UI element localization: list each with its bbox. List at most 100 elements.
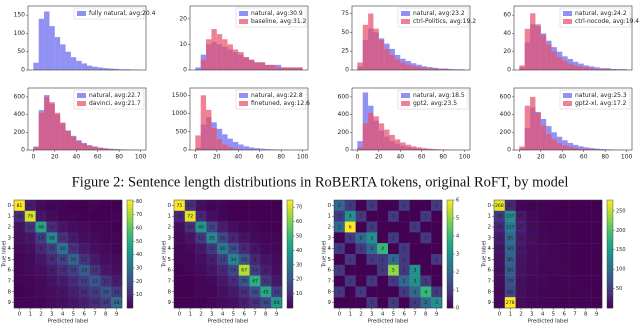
y-tick-label: 6 <box>168 268 172 274</box>
cell-value: 20 <box>496 235 502 241</box>
y-tick-label: 200 <box>500 129 512 136</box>
cell-value: 1 <box>221 203 224 209</box>
y-tick-label: 400 <box>500 111 512 118</box>
y-tick-label: 6 <box>8 268 12 274</box>
heatmap-cell <box>206 286 218 298</box>
colorbar-tick-label: 150 <box>616 247 626 253</box>
heatmap-cell <box>228 264 239 276</box>
cell-value: 0 <box>275 214 278 220</box>
heatmap-cell <box>494 221 505 233</box>
y-tick-label: 600 <box>14 93 26 100</box>
x-tick-label: 40 <box>234 154 242 161</box>
cell-value: 8 <box>530 257 533 263</box>
hist-bar <box>615 69 622 70</box>
cell-value: 3 <box>552 268 555 274</box>
heatmap-cell <box>174 243 185 255</box>
y-tick-label: 2 <box>488 225 492 231</box>
colorbar-segment <box>447 282 453 287</box>
hist-bar <box>70 136 77 150</box>
cell-value: 80 <box>507 268 513 274</box>
colorbar-segment <box>447 293 453 298</box>
hist-bar <box>259 62 266 70</box>
cell-value: 12 <box>198 235 204 241</box>
heatmap-cell <box>195 254 207 265</box>
y-tick-label: 0 <box>328 203 332 209</box>
heatmap-cell <box>184 254 196 265</box>
legend-swatch <box>401 93 410 98</box>
hist-bar <box>38 112 45 150</box>
hist-bar <box>394 59 401 70</box>
heatmap-cell <box>78 286 90 298</box>
heatmap-cell <box>228 221 239 233</box>
heatmap-cell <box>260 286 272 298</box>
cell-value: 0 <box>595 214 598 220</box>
x-tick-label: 40 <box>558 154 566 161</box>
hist-bar <box>432 149 438 150</box>
heatmap-cell <box>89 275 101 287</box>
colorbar-segment <box>447 225 453 230</box>
hist-bar <box>211 29 217 70</box>
cell-value: 1 <box>414 225 417 231</box>
cell-value: 0 <box>435 235 438 241</box>
heatmap-cell <box>271 232 283 244</box>
colorbar-segment <box>447 232 453 237</box>
heatmap-cell <box>558 232 570 244</box>
heatmap-cell <box>344 286 356 298</box>
y-tick-label: 0 <box>21 67 25 74</box>
cell-value: 5 <box>221 279 224 285</box>
legend-box <box>397 7 469 28</box>
cell-value: 12 <box>70 246 76 252</box>
y-tick-label: 0 <box>8 203 12 209</box>
colorbar-segment <box>287 203 293 208</box>
hist-bar <box>362 92 369 150</box>
heatmap-cell <box>431 243 443 255</box>
heatmap-cell <box>558 210 570 222</box>
legend-swatch <box>77 93 86 98</box>
legend-swatch <box>401 19 410 24</box>
hist-bar <box>421 148 428 150</box>
x-tick-label: 2 <box>519 312 523 318</box>
cell-value: 6 <box>94 257 97 263</box>
cell-value: 1 <box>94 203 97 209</box>
heatmap-cell <box>111 286 123 298</box>
colorbar-tick-label: 250 <box>616 208 626 214</box>
colorbar-tick-label: 6 <box>456 198 459 204</box>
hist-bar <box>108 149 114 150</box>
colorbar-segment <box>127 304 133 309</box>
colorbar-tick-label: 200 <box>616 228 626 234</box>
cell-value: 1 <box>563 225 566 231</box>
cell-value: 1 <box>18 257 21 263</box>
heatmap-cell <box>377 297 389 309</box>
legend-swatch <box>401 101 410 106</box>
cell-value: 0 <box>584 203 587 209</box>
hist-bar <box>583 147 590 150</box>
heatmap-cell <box>24 254 36 265</box>
y-tick-label: 0 <box>183 67 187 74</box>
cell-value: 1 <box>370 279 373 285</box>
heatmap-cell <box>366 275 378 287</box>
cell-value: 1 <box>275 235 278 241</box>
heatmap-cell <box>591 275 603 287</box>
cell-value: 3 <box>40 268 43 274</box>
heatmap-cell <box>57 210 69 222</box>
colorbar-segment <box>447 200 453 204</box>
colorbar-segment <box>607 228 613 233</box>
cell-value: 1 <box>574 235 577 241</box>
cell-value: 2 <box>552 279 555 285</box>
x-tick-label: 6 <box>562 312 566 318</box>
x-axis-label: Predicted label <box>528 319 569 325</box>
hist-bar <box>578 146 584 150</box>
x-tick-label: 4 <box>541 312 545 318</box>
hist-bar <box>405 64 411 70</box>
cell-value: 2 <box>40 203 43 209</box>
heatmap-cell <box>504 200 516 211</box>
cell-value: 0 <box>275 225 278 231</box>
cell-value: 1 <box>338 214 341 220</box>
cell-value: 1 <box>403 268 406 274</box>
heatmap-cell <box>217 264 229 276</box>
cell-value: 6 <box>61 279 64 285</box>
colorbar-tick-label: 40 <box>296 248 302 254</box>
cell-value: 1 <box>584 268 587 274</box>
cell-value: 1 <box>18 268 21 274</box>
hist-bar <box>551 139 557 150</box>
